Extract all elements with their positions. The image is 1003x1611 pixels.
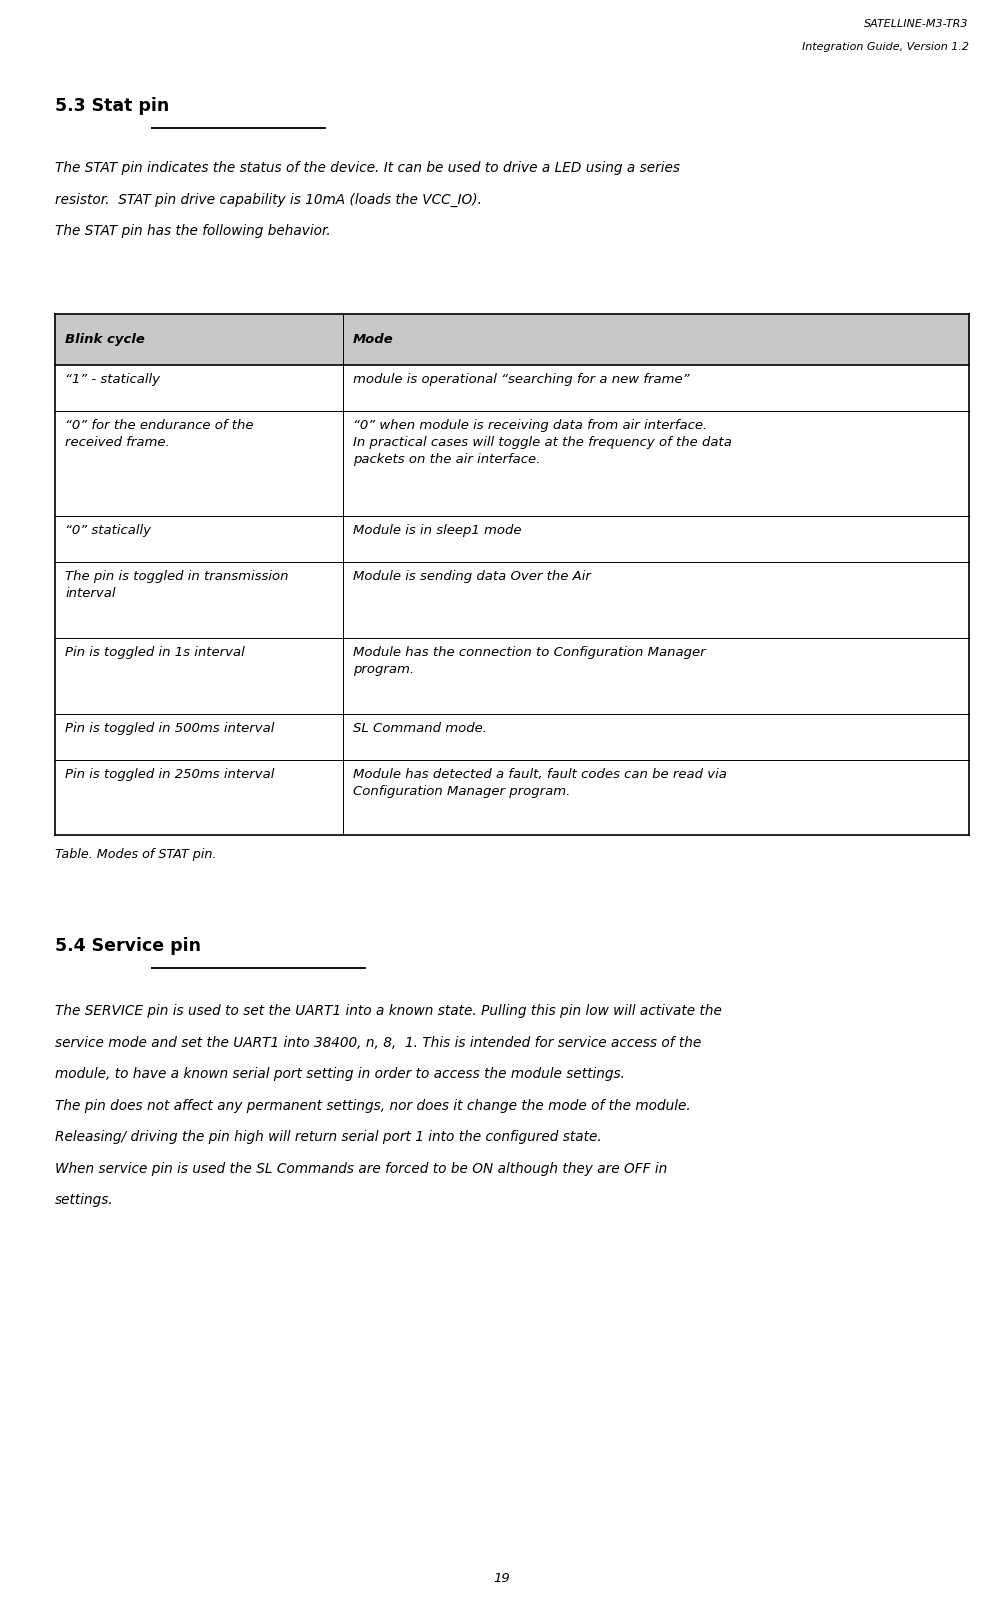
Text: 19: 19 — [493, 1572, 510, 1585]
Text: When service pin is used the SL Commands are forced to be ON although they are O: When service pin is used the SL Commands… — [55, 1162, 667, 1176]
Text: settings.: settings. — [55, 1192, 114, 1207]
Text: “0” when module is receiving data from air interface.
In practical cases will to: “0” when module is receiving data from a… — [353, 419, 731, 466]
Text: Pin is toggled in 250ms interval: Pin is toggled in 250ms interval — [65, 768, 275, 781]
Text: Pin is toggled in 500ms interval: Pin is toggled in 500ms interval — [65, 722, 275, 735]
Text: Mode: Mode — [353, 333, 393, 346]
Text: Module is sending data Over the Air: Module is sending data Over the Air — [353, 570, 591, 583]
Text: SATELLINE-M3-TR3: SATELLINE-M3-TR3 — [864, 19, 968, 29]
Text: Pin is toggled in 1s interval: Pin is toggled in 1s interval — [65, 646, 245, 659]
Text: Integration Guide, Version 1.2: Integration Guide, Version 1.2 — [801, 42, 968, 52]
Text: “0” for the endurance of the
received frame.: “0” for the endurance of the received fr… — [65, 419, 254, 449]
Text: The STAT pin has the following behavior.: The STAT pin has the following behavior. — [55, 224, 331, 238]
Text: service mode and set the UART1 into 38400, n, 8,  1. This is intended for servic: service mode and set the UART1 into 3840… — [55, 1036, 701, 1050]
Text: Table. Modes of STAT pin.: Table. Modes of STAT pin. — [55, 847, 217, 862]
Text: Module is in sleep1 mode: Module is in sleep1 mode — [353, 525, 521, 538]
Text: The pin does not affect any permanent settings, nor does it change the mode of t: The pin does not affect any permanent se… — [55, 1099, 690, 1113]
Text: The pin is toggled in transmission
interval: The pin is toggled in transmission inter… — [65, 570, 289, 601]
Text: Releasing/ driving the pin high will return serial port 1 into the configured st: Releasing/ driving the pin high will ret… — [55, 1131, 602, 1144]
Text: The SERVICE pin is used to set the UART1 into a known state. Pulling this pin lo: The SERVICE pin is used to set the UART1… — [55, 1005, 721, 1018]
Text: Module has the connection to Configuration Manager
program.: Module has the connection to Configurati… — [353, 646, 705, 677]
Text: SL Command mode.: SL Command mode. — [353, 722, 486, 735]
Text: “1” - statically: “1” - statically — [65, 374, 160, 387]
Text: Blink cycle: Blink cycle — [65, 333, 145, 346]
Text: 5.3 Stat pin: 5.3 Stat pin — [55, 97, 170, 114]
Text: Module has detected a fault, fault codes can be read via
Configuration Manager p: Module has detected a fault, fault codes… — [353, 768, 726, 797]
Text: 5.4 Service pin: 5.4 Service pin — [55, 938, 201, 955]
Text: The STAT pin indicates the status of the device. It can be used to drive a LED u: The STAT pin indicates the status of the… — [55, 161, 680, 176]
Text: module, to have a known serial port setting in order to access the module settin: module, to have a known serial port sett… — [55, 1066, 625, 1081]
Text: “0” statically: “0” statically — [65, 525, 151, 538]
Text: resistor.  STAT pin drive capability is 10mA (loads the VCC_IO).: resistor. STAT pin drive capability is 1… — [55, 193, 481, 206]
Text: module is operational “searching for a new frame”: module is operational “searching for a n… — [353, 374, 689, 387]
Bar — [55, 314, 968, 364]
